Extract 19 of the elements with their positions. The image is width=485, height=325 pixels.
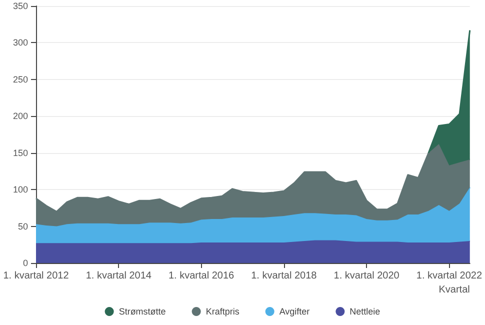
y-tick-label: 300: [12, 38, 28, 48]
y-tick-label: 150: [12, 148, 28, 158]
y-tick-label: 250: [12, 74, 28, 84]
y-tick-label: 0: [22, 258, 28, 268]
x-tick-label: 1. kvartal 2022: [416, 270, 482, 282]
x-tick-label: 1. kvartal 2020: [334, 270, 400, 282]
legend-label: Kraftpris: [206, 306, 240, 316]
x-tick-label: 1. kvartal 2018: [251, 270, 318, 282]
y-tick-label: 200: [12, 111, 28, 122]
x-tick-label: 1. kvartal 2012: [3, 270, 70, 282]
legend-label: Nettleie: [350, 306, 380, 316]
legend-label: Strømstøtte: [118, 306, 166, 316]
x-axis-title: Kvartal: [438, 284, 470, 296]
y-tick-label: 50: [18, 221, 28, 232]
legend-label: Avgifter: [279, 306, 310, 316]
y-tick-label: 100: [12, 184, 28, 195]
y-tick-label: 350: [12, 1, 28, 11]
x-tick-label: 1. kvartal 2014: [86, 270, 152, 282]
x-tick-label: 1. kvartal 2016: [168, 270, 235, 282]
